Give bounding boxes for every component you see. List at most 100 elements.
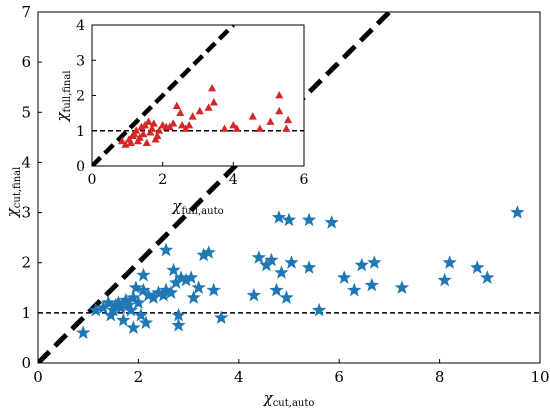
main-data-point — [259, 257, 274, 272]
main-data-point — [480, 270, 495, 284]
inset-data-point — [229, 120, 238, 129]
inset-data-point — [132, 126, 141, 134]
main-x-tick-label: 2 — [134, 368, 144, 386]
main-data-point — [96, 300, 111, 314]
main-data-point — [281, 212, 297, 227]
main-data-point — [76, 325, 91, 339]
inset-data-point — [148, 124, 157, 132]
inset-tick-group: 0 2 4 6 0 1 2 3 4 — [76, 18, 308, 188]
main-data-point — [191, 280, 206, 294]
inset-data-point — [248, 112, 257, 120]
main-data-point — [113, 300, 128, 314]
main-data-point — [271, 210, 287, 224]
main-data-point — [178, 272, 194, 287]
main-data-point — [510, 205, 525, 219]
inset-data-point — [126, 138, 135, 147]
main-y-tick-label: 7 — [21, 3, 31, 21]
main-data-point — [126, 290, 141, 304]
inset-y-axis-label: χfull,final — [53, 70, 73, 122]
main-data-point — [347, 282, 362, 297]
main-data-point — [274, 265, 289, 279]
inset-x-tick-label: 6 — [300, 172, 309, 188]
main-data-point — [123, 302, 138, 317]
main-data-point — [131, 295, 146, 309]
main-data-point — [264, 252, 279, 267]
inset-x-axis-label: χfull,auto — [171, 197, 223, 217]
main-data-point — [158, 282, 174, 297]
main-data-point — [470, 260, 485, 274]
main-data-point — [394, 280, 410, 294]
inset-data-point — [209, 98, 218, 106]
inset-data-point — [195, 106, 204, 115]
main-y-tick-label: 2 — [21, 254, 31, 272]
main-data-point — [201, 245, 216, 259]
inset-data-point — [208, 83, 217, 92]
main-data-point — [183, 270, 199, 284]
main-data-point — [196, 247, 211, 262]
inset-data-point — [284, 115, 293, 124]
main-data-point — [168, 275, 184, 289]
inset-data-point — [176, 108, 185, 117]
inset-y-tick-label: 0 — [76, 159, 85, 175]
inset-data-point — [149, 119, 158, 127]
main-data-point — [101, 295, 116, 309]
main-x-tick-label: 8 — [435, 368, 445, 386]
inset-data-point — [220, 124, 229, 132]
main-x-axis-label: χcut,auto — [263, 389, 315, 409]
inset-y-tick-label: 4 — [76, 18, 85, 34]
inset-data-point — [144, 117, 153, 125]
inset-data-point — [117, 136, 127, 145]
main-data-point — [173, 270, 189, 284]
main-data-point — [437, 272, 452, 287]
inset-data-point — [139, 129, 148, 138]
inset-data-point — [275, 91, 284, 99]
main-x-tick-label: 10 — [530, 368, 549, 386]
inset-data-point — [255, 124, 264, 132]
main-axes-frame — [37, 11, 541, 364]
main-data-point — [367, 255, 382, 269]
main-data-point — [146, 290, 161, 304]
main-data-point — [126, 320, 141, 334]
main-x-tick-label: 6 — [334, 368, 344, 386]
main-y-tick-label: 3 — [21, 204, 31, 222]
inset-data-point — [232, 124, 241, 132]
main-data-point — [136, 267, 151, 282]
main-data-point — [251, 250, 267, 264]
inset-y-tick-label: 3 — [76, 53, 85, 69]
inset-y-tick-label: 1 — [76, 124, 85, 140]
inset-x-tick-label: 0 — [88, 172, 97, 188]
main-data-point — [111, 295, 126, 309]
main-y-tick-label: 1 — [21, 304, 31, 322]
inset-data-point — [275, 106, 284, 115]
inset-data-point — [185, 120, 194, 129]
main-x-tick-label: 0 — [33, 368, 43, 386]
inset-x-tick-label: 2 — [158, 172, 167, 188]
main-data-point — [136, 282, 151, 297]
inset-data-point — [155, 126, 164, 134]
main-data-point — [151, 285, 166, 299]
main-data-point — [138, 315, 154, 329]
main-data-point — [354, 257, 369, 272]
main-data-point — [158, 242, 174, 257]
main-data-point — [284, 255, 299, 269]
inset-data-point — [266, 117, 275, 125]
main-data-point — [442, 255, 457, 269]
main-y-axis-label: χcut,final — [3, 167, 23, 219]
main-data-point — [269, 282, 284, 297]
main-data-point — [364, 277, 379, 292]
main-y-tick-label: 4 — [21, 153, 31, 171]
main-data-point — [116, 312, 131, 327]
inset-identity-line — [92, 25, 235, 166]
main-data-point — [301, 260, 317, 274]
main-data-point — [324, 215, 339, 229]
main-data-point — [141, 287, 156, 302]
main-y-tick-label: 6 — [21, 53, 31, 71]
inset-background — [92, 25, 304, 166]
main-data-point — [337, 270, 352, 284]
main-data-point — [118, 292, 133, 307]
inset-data-point — [169, 119, 178, 127]
main-data-point — [246, 287, 261, 302]
main-data-point — [206, 282, 221, 297]
main-data-point — [88, 302, 103, 317]
